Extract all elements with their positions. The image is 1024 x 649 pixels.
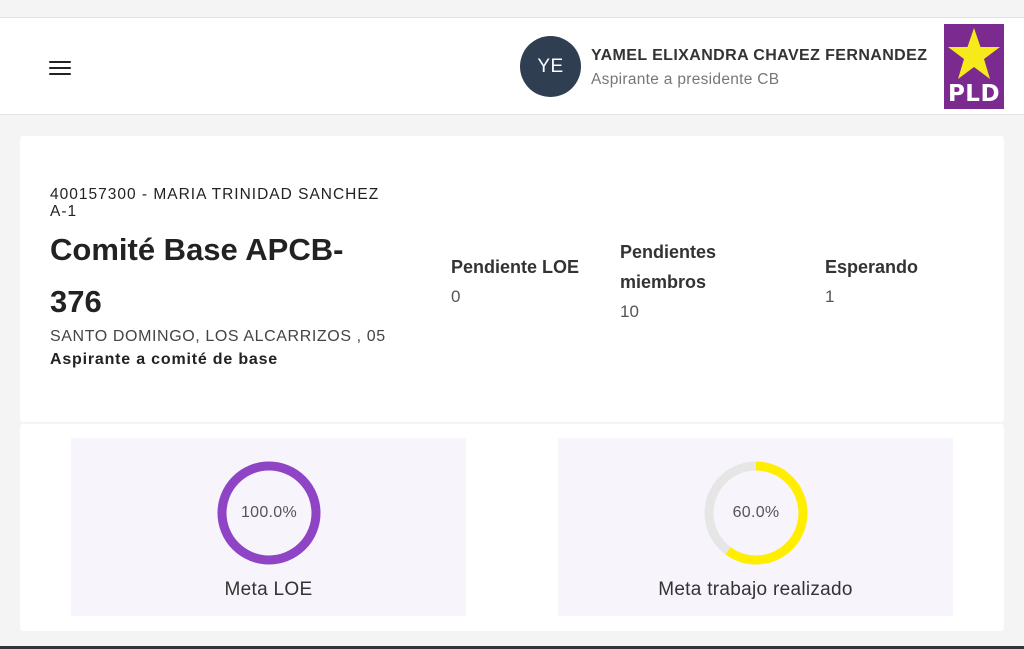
committee-name: Comité Base APCB-376 [50,232,344,319]
stat-value: 1 [825,287,835,306]
goal-panel-loe: 100.0% Meta LOE [71,438,466,616]
stat-label: Pendientes miembros [620,242,717,292]
status-bar-area [0,0,1024,17]
hamburger-icon [49,60,71,76]
bottom-bar [0,646,1024,649]
progress-ring [217,461,321,565]
stat-pending-loe: Pendiente LOE 0 [451,252,579,312]
goal-value: 60.0% [732,504,780,521]
committee-code: 400157300 - MARIA TRINIDAD SANCHEZ A-1 [50,186,380,220]
stat-value: 10 [620,302,639,321]
menu-button[interactable] [40,48,80,88]
stat-label: Pendiente LOE [451,257,580,277]
progress-ring-fill [217,461,321,565]
party-logo-text: PLD [947,81,1001,107]
stat-pending-members: Pendientes miembros 10 [620,237,750,327]
goals-card: 100.0% Meta LOE 60.0% Meta trabajo reali… [20,424,1004,631]
star-icon [948,28,1000,79]
stat-value: 0 [451,287,461,306]
progress-ring-fill [704,461,808,565]
avatar[interactable]: YE [520,36,581,97]
committee-card: 400157300 - MARIA TRINIDAD SANCHEZ A-1 C… [20,136,1004,422]
committee-location: SANTO DOMINGO, LOS ALCARRIZOS , 05 [50,328,386,345]
party-logo: PLD [944,24,1004,109]
user-name: YAMEL ELIXANDRA CHAVEZ FERNANDEZ [591,47,928,64]
progress-ring [704,461,808,565]
goal-panel-work: 60.0% Meta trabajo realizado [558,438,953,616]
goal-label: Meta trabajo realizado [658,579,853,600]
goal-label: Meta LOE [224,579,313,600]
app-header: YE YAMEL ELIXANDRA CHAVEZ FERNANDEZ Aspi… [0,17,1024,115]
committee-type: Aspirante a comité de base [50,351,278,368]
stat-label: Esperando [825,257,919,277]
user-role: Aspirante a presidente CB [591,71,780,88]
goal-value: 100.0% [240,504,298,521]
stat-waiting: Esperando 1 [825,252,918,312]
